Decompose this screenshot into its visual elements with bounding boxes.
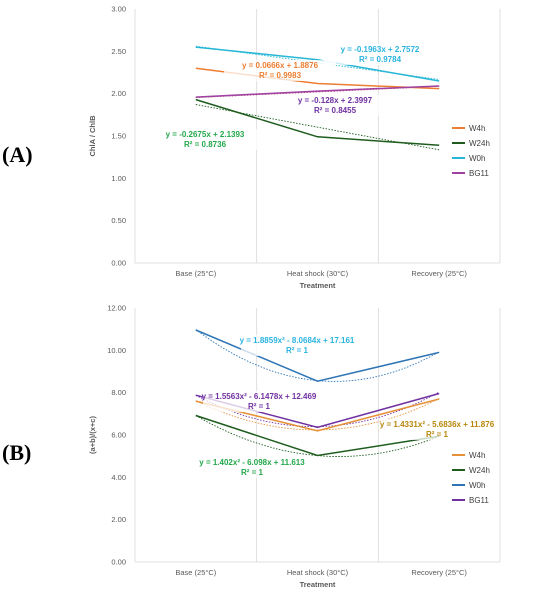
x-axis-title: Treatment — [300, 281, 336, 290]
equation-label-bg — [324, 44, 436, 65]
legend-label-bg11: BG11 — [469, 169, 489, 178]
x-tick-label: Base (25°C) — [175, 269, 216, 278]
legend-label-w24h: W24h — [469, 466, 490, 475]
chart-a: 0.00 0.50 1.00 1.50 2.00 2.50 3.00 Base (25°C) H… — [88, 5, 501, 290]
trendline-equation-w24h: y = 1.402x² - 6.098x + 11.613 — [199, 458, 305, 467]
trendline-r2-w0h: R² = 1 — [286, 346, 309, 355]
equation-label-bg — [279, 95, 391, 116]
equation-label-bg — [224, 60, 336, 81]
y-tick-label: 4.00 — [111, 473, 126, 482]
y-tick-label: 0.50 — [111, 216, 126, 225]
y-tick-label: 1.50 — [111, 132, 126, 141]
x-tick-label: Recovery (25°C) — [411, 269, 467, 278]
panel-b-label: (B) — [2, 440, 31, 465]
legend-label-w4h: W4h — [469, 124, 485, 133]
series-line-w0h — [195, 329, 440, 382]
legend-label-w4h: W4h — [469, 451, 485, 460]
trendline-equation-w4h: y = 1.4331x² - 5.6836x + 11.876 — [380, 420, 495, 429]
y-axis-title: ChlA / ChlB — [88, 115, 97, 157]
equation-label-bg — [203, 391, 315, 412]
series-line-w24h — [195, 414, 440, 457]
equation-label-bg — [196, 457, 308, 478]
legend-label-bg11: BG11 — [469, 496, 489, 505]
panel-a-label: (A) — [2, 142, 33, 167]
trendline-equation-w0h: y = -0.1963x + 2.7572 — [341, 45, 420, 54]
chart-b: 0.00 2.00 4.00 6.00 8.00 10.00 12.00 Base (25°C… — [88, 304, 501, 589]
trendline-r2-w4h: R² = 1 — [426, 430, 449, 439]
legend-label-w0h: W0h — [469, 481, 485, 490]
y-tick-label: 2.00 — [111, 89, 126, 98]
y-tick-label: 3.00 — [111, 5, 126, 14]
trendline-equation-w4h: y = 0.0666x + 1.8876 — [242, 61, 319, 70]
y-axis-title: (a+b)/(x+c) — [88, 416, 97, 454]
trendline-r2-w0h: R² = 0.9784 — [359, 55, 402, 64]
trendline-r2-w4h: R² = 0.9983 — [259, 71, 302, 80]
trendline-equation-bg11: y = 1.5563x² - 6.1478x + 12.469 — [202, 392, 317, 401]
trendline-bg11 — [195, 391, 440, 428]
trendline-equation-w24h: y = -0.2675x + 2.1393 — [166, 130, 245, 139]
y-tick-label: 0.00 — [111, 558, 126, 567]
x-tick-label: Base (25°C) — [175, 568, 216, 577]
trendline-equation-bg11: y = -0.128x + 2.3997 — [298, 96, 373, 105]
y-tick-label: 12.00 — [107, 304, 126, 313]
x-tick-label: Heat shock (30°C) — [287, 568, 349, 577]
y-tick-label: 6.00 — [111, 431, 126, 440]
y-tick-label: 10.00 — [107, 346, 126, 355]
trendline-r2-bg11: R² = 1 — [248, 402, 271, 411]
legend-label-w24h: W24h — [469, 139, 490, 148]
legend-label-w0h: W0h — [469, 154, 485, 163]
y-tick-label: 0.00 — [111, 259, 126, 268]
equation-label-bg — [241, 335, 353, 356]
trendline-w4h — [195, 398, 440, 431]
x-axis-title: Treatment — [300, 580, 336, 589]
y-tick-label: 2.00 — [111, 515, 126, 524]
series-line-bg11 — [195, 85, 440, 98]
trendline-w0h — [195, 329, 440, 382]
trendline-equation-w0h: y = 1.8859x² - 8.0684x + 17.161 — [240, 336, 355, 345]
x-tick-label: Recovery (25°C) — [411, 568, 467, 577]
y-tick-label: 2.50 — [111, 47, 126, 56]
y-tick-label: 8.00 — [111, 388, 126, 397]
trendline-r2-w24h: R² = 0.8736 — [184, 140, 227, 149]
x-tick-label: Heat shock (30°C) — [287, 269, 349, 278]
equation-label-bg — [381, 419, 493, 440]
trendline-w24h — [195, 104, 440, 151]
series-line-w24h — [195, 98, 440, 147]
equation-label-bg — [149, 129, 261, 150]
y-tick-label: 1.00 — [111, 174, 126, 183]
trendline-r2-bg11: R² = 0.8455 — [314, 106, 357, 115]
series-line-w0h — [195, 46, 440, 82]
trendline-r2-w24h: R² = 1 — [241, 468, 264, 477]
